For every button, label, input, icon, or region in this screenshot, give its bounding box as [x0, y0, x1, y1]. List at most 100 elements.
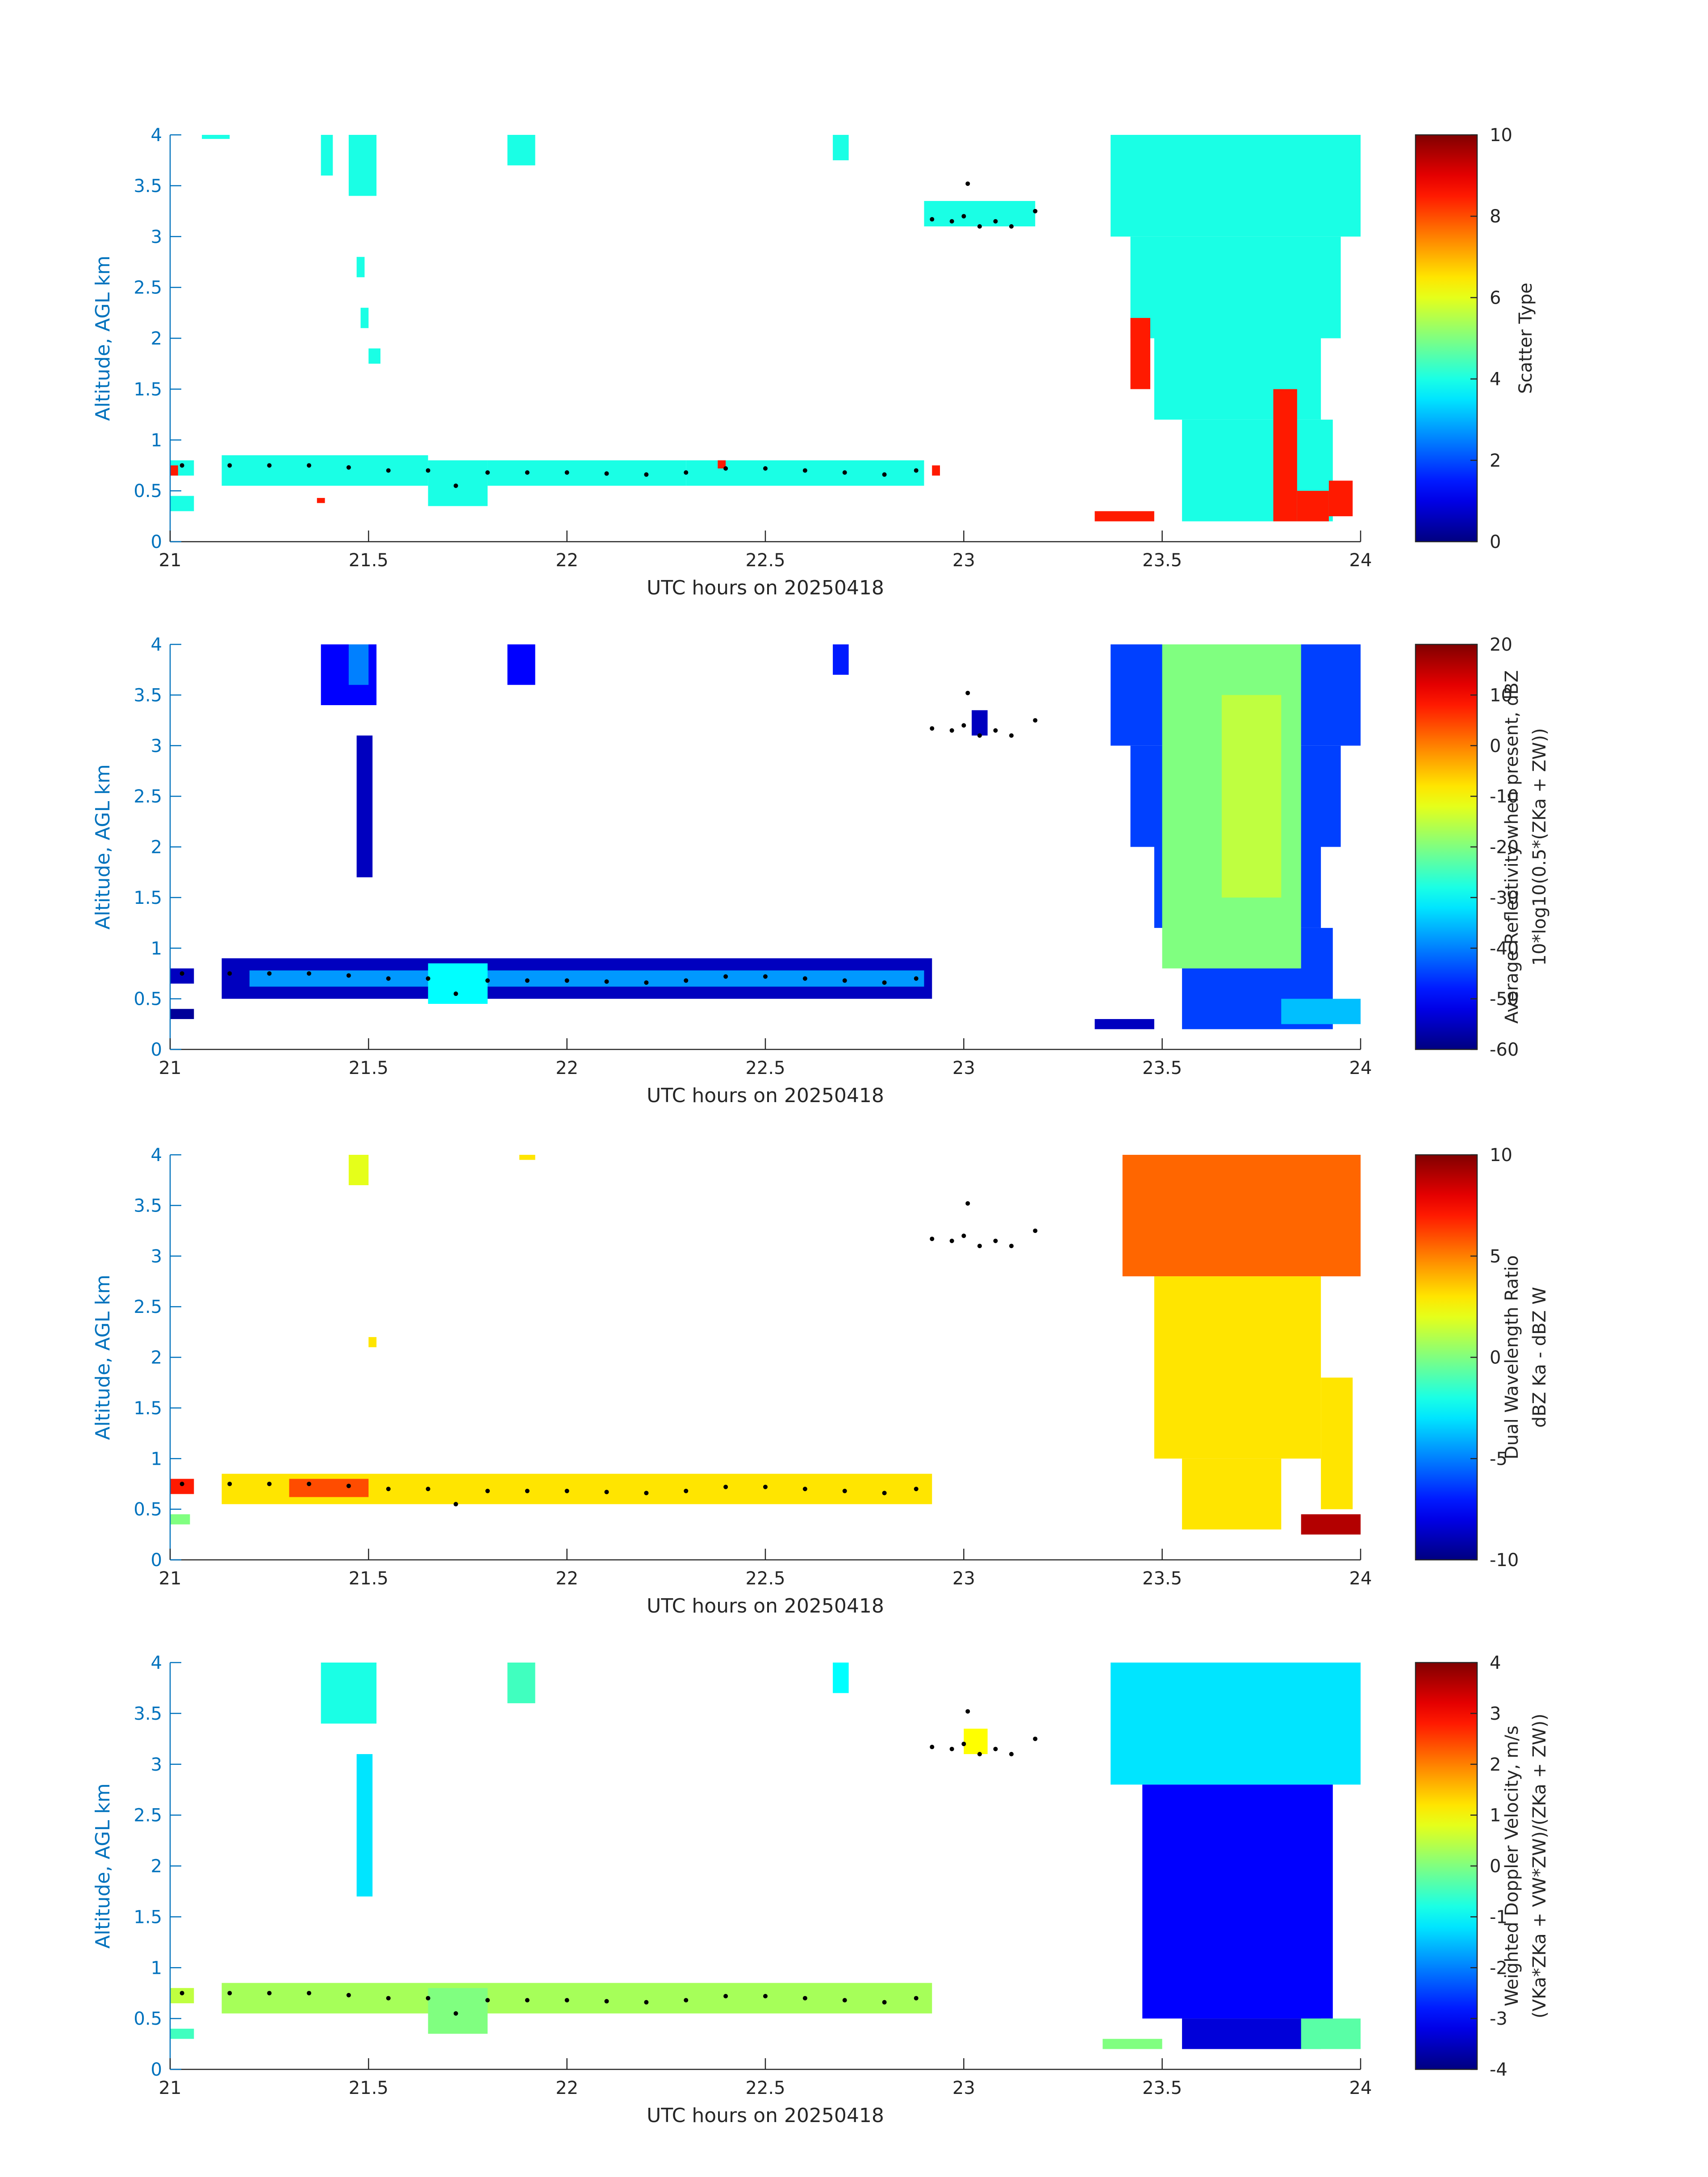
colorbar-tick-label: 3	[1490, 1704, 1501, 1724]
layer-point	[386, 1487, 391, 1492]
colorbar-tick-label: -1	[1490, 1907, 1508, 1927]
y-tick-label: 4	[151, 1653, 162, 1673]
y-tick-label: 2	[151, 1348, 162, 1368]
layer-point	[346, 1483, 351, 1488]
x-tick-label: 22	[555, 2078, 578, 2098]
colorbar-tick-label: 0	[1490, 532, 1501, 552]
colorbar-tick-label: -3	[1490, 2009, 1508, 2029]
y-tick-label: 0	[151, 532, 162, 552]
y-tick-label: 4	[151, 1145, 162, 1166]
heatmap-cell	[1142, 1784, 1333, 2019]
heatmap-cell	[428, 460, 488, 506]
layer-point	[426, 1487, 430, 1492]
y-tick-label: 3.5	[134, 685, 162, 706]
heatmap-cell	[964, 1729, 988, 1754]
heatmap-cell	[1102, 2039, 1162, 2049]
layer-point	[227, 463, 232, 468]
layer-point	[965, 1201, 970, 1206]
layer-point	[1009, 733, 1014, 738]
layer-point	[802, 1487, 807, 1492]
x-tick-label: 21	[159, 2078, 182, 2098]
layer-point	[386, 1996, 391, 2001]
heatmap-cell	[507, 135, 535, 166]
layer-point	[346, 973, 351, 978]
y-tick-label: 0.5	[134, 481, 162, 501]
layer-point	[802, 1996, 807, 2001]
heatmap-cell	[221, 1983, 932, 2014]
heatmap-cell	[428, 963, 488, 1004]
x-tick-label: 21.5	[349, 2078, 388, 2098]
layer-point	[1009, 224, 1014, 229]
colorbar-tick-label: -2	[1490, 1958, 1508, 1978]
layer-point	[1033, 718, 1038, 723]
layer-point	[763, 1994, 768, 1999]
x-tick-label: 23.5	[1142, 1568, 1182, 1589]
heatmap-cell	[1122, 1155, 1361, 1277]
heatmap-cell	[1301, 1514, 1361, 1535]
heatmap-cell	[1221, 695, 1282, 898]
layer-point	[965, 690, 970, 695]
layer-point	[914, 468, 919, 473]
heatmap-cell	[221, 455, 428, 486]
layer-point	[386, 976, 391, 981]
layer-point	[267, 971, 272, 976]
heatmap-cell	[170, 496, 194, 511]
layer-point	[842, 978, 847, 983]
heatmap-cell	[289, 1479, 369, 1497]
layer-point	[684, 978, 689, 983]
heatmap-cell	[1111, 1663, 1361, 1785]
layer-point	[267, 1991, 272, 1996]
layer-point	[977, 224, 982, 229]
layer-point	[763, 974, 768, 979]
x-axis-label: UTC hours on 20250418	[647, 2104, 884, 2127]
colorbar-tick-label: -10	[1490, 1550, 1519, 1571]
layer-point	[961, 1233, 966, 1238]
layer-point	[346, 465, 351, 470]
y-tick-label: 0	[151, 2060, 162, 2080]
heatmap-cell	[1130, 236, 1341, 338]
colorbar	[1415, 1154, 1478, 1561]
colorbar-label: 10*log10(0.5*(ZKa + ZW))	[1529, 728, 1550, 965]
layer-point	[453, 2011, 458, 2016]
layer-point	[485, 1998, 490, 2003]
heatmap-cell	[519, 1155, 535, 1160]
layer-point	[426, 468, 430, 473]
heatmap-cell	[368, 1337, 377, 1347]
y-tick-label: 3	[151, 736, 162, 756]
heatmap-cell	[1321, 1377, 1353, 1509]
x-tick-label: 22	[555, 550, 578, 571]
layer-point	[307, 1481, 312, 1486]
layer-point	[930, 1745, 935, 1750]
y-tick-label: 3	[151, 227, 162, 247]
layer-point	[842, 470, 847, 475]
heatmap-cell	[1094, 511, 1154, 522]
x-tick-label: 23	[952, 1568, 975, 1589]
layer-point	[604, 979, 609, 984]
layer-point	[930, 726, 935, 731]
layer-point	[802, 976, 807, 981]
layer-point	[684, 1998, 689, 2003]
colorbar-tick-label: -4	[1490, 2060, 1508, 2080]
colorbar-tick-label: -50	[1490, 989, 1519, 1010]
y-tick-label: 4	[151, 635, 162, 655]
y-tick-label: 3.5	[134, 1704, 162, 1724]
colorbar-tick-label: 2	[1490, 1755, 1501, 1775]
heatmap-cell	[833, 644, 849, 675]
colorbar	[1415, 643, 1478, 1050]
heatmap-cell	[1182, 1458, 1282, 1529]
layer-point	[977, 1751, 982, 1756]
x-tick-label: 23.5	[1142, 2078, 1182, 2098]
layer-point	[453, 483, 458, 488]
y-tick-label: 2.5	[134, 1297, 162, 1317]
heatmap-cell	[1111, 135, 1361, 237]
colorbar-label: dBZ Ka - dBZ W	[1529, 1287, 1550, 1428]
y-tick-label: 1	[151, 938, 162, 959]
x-tick-label: 24	[1349, 1568, 1372, 1589]
layer-point	[525, 1998, 530, 2003]
layer-point	[993, 1238, 998, 1243]
layer-point	[763, 466, 768, 471]
layer-point	[267, 1481, 272, 1486]
colorbar-tick-label: 20	[1490, 635, 1512, 655]
colorbar-tick-label: -5	[1490, 1449, 1508, 1469]
